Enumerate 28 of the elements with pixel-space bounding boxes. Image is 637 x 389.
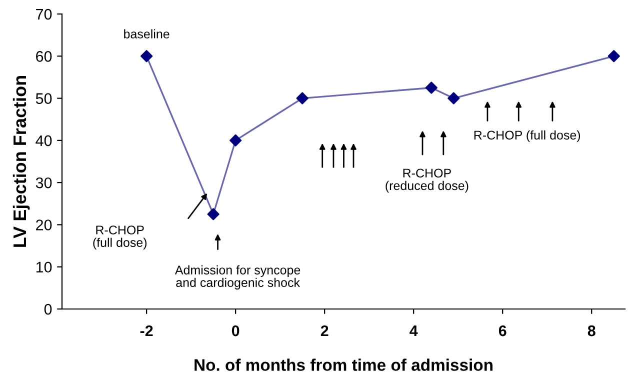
point [448, 92, 460, 104]
annotation: baseline [124, 29, 170, 38]
y-tick-label: 30 [36, 177, 52, 188]
point [140, 50, 153, 62]
x-tick-label: 8 [588, 325, 596, 336]
point [296, 92, 308, 104]
x-tick-label: 6 [498, 325, 506, 336]
point [230, 134, 242, 147]
y-tick-label: 20 [36, 220, 52, 230]
x-axis-title: No. of months from time of admission [194, 358, 492, 371]
y-tick-label: 0 [44, 304, 52, 315]
y-tick-label: 70 [36, 8, 52, 20]
point [608, 50, 620, 62]
annotation: R-CHOP (full dose) [474, 130, 580, 142]
y-tick-label: 50 [36, 93, 52, 104]
annotation: Admission for syncope and cardiogenic shock [174, 265, 300, 290]
x-tick-label: 4 [410, 326, 418, 336]
y-axis-title: LV Ejection Fraction [12, 76, 30, 247]
point [425, 82, 438, 94]
y-tick-label: 40 [36, 135, 52, 146]
y-tick-label: 60 [36, 51, 52, 62]
y-tick-label: 10 [36, 262, 52, 273]
x-tick-label: 2 [320, 325, 328, 336]
x-tick-label: 0 [232, 325, 240, 336]
x-tick-label: -2 [140, 325, 153, 336]
annotation: R-CHOP (reduced dose) [386, 168, 468, 193]
point [207, 208, 220, 220]
annotation: R-CHOP (full dose) [93, 226, 147, 250]
